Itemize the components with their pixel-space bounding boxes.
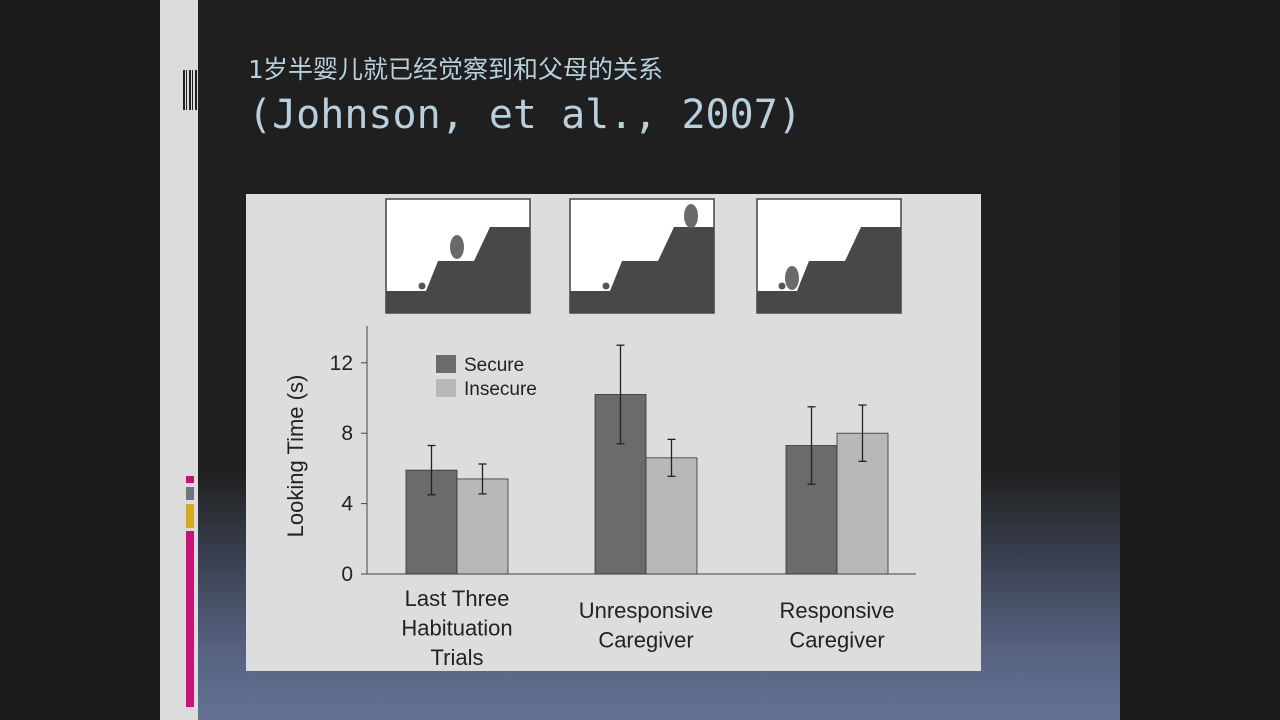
legend: Secure Insecure	[436, 355, 537, 400]
x-category-label: Caregiver	[598, 628, 693, 653]
bar-insecure-1	[645, 457, 698, 575]
barcode-decoration	[183, 70, 199, 110]
small-circle-icon	[602, 282, 610, 290]
small-circle-icon	[778, 282, 786, 290]
x-category-label: Caregiver	[789, 628, 884, 653]
accent-stripe-pink-small	[186, 476, 194, 483]
y-tick-label: 12	[330, 352, 353, 375]
figure-panel: 0 4 8 12 Last Three Habituation Trials Unrespo…	[246, 194, 981, 671]
bar-chart: 0 4 8 12 Last Three Habituation Trials Unrespo…	[283, 198, 916, 670]
stimulus-panel-unresponsive	[569, 198, 715, 314]
accent-stripe-gray	[186, 487, 194, 500]
x-category-label: Last Three	[405, 586, 510, 611]
slide-title-chinese: 1岁半婴儿就已经觉察到和父母的关系	[248, 55, 664, 84]
x-category-label: Habituation	[401, 616, 512, 641]
legend-label-secure: Secure	[464, 355, 524, 376]
legend-swatch-secure	[436, 355, 456, 373]
stimulus-panel-habituation	[385, 198, 531, 314]
large-oval-icon	[450, 235, 464, 259]
large-oval-icon	[785, 266, 799, 290]
y-axis-title: Looking Time (s)	[283, 375, 308, 538]
small-circle-icon	[418, 282, 426, 290]
large-oval-icon	[684, 204, 698, 228]
bar-insecure-0	[456, 478, 509, 575]
slide: 1岁半婴儿就已经觉察到和父母的关系 (Johnson, et al., 2007…	[160, 0, 1120, 720]
left-sidebar-bar	[160, 0, 199, 720]
y-tick-label: 8	[341, 422, 353, 445]
y-tick-label: 0	[341, 563, 353, 586]
legend-swatch-insecure	[436, 379, 456, 397]
x-category-label: Unresponsive	[579, 598, 714, 623]
x-category-label: Responsive	[780, 598, 895, 623]
y-tick-label: 4	[341, 493, 353, 516]
slide-title-citation: (Johnson, et al., 2007)	[248, 92, 802, 138]
legend-label-insecure: Insecure	[464, 379, 537, 400]
accent-stripe-pink-long	[186, 531, 194, 707]
accent-stripe-gold	[186, 504, 194, 528]
stimulus-panel-responsive	[756, 198, 902, 314]
x-category-label: Trials	[431, 645, 484, 670]
